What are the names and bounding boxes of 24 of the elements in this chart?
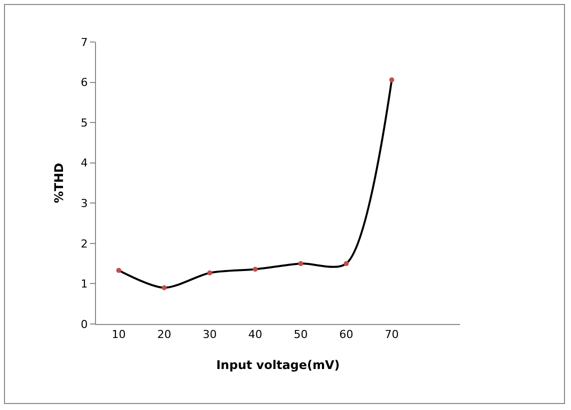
y-tick-label: 1 xyxy=(80,278,88,291)
x-tick-label: 30 xyxy=(202,328,217,342)
point xyxy=(162,285,167,290)
y-tick-label: 4 xyxy=(80,156,88,170)
y-tick-label: 7 xyxy=(80,36,88,49)
y-tick-label: 5 xyxy=(80,116,88,130)
point xyxy=(252,266,258,272)
y-tick-label: 6 xyxy=(80,76,88,90)
y-tick-label: 2 xyxy=(80,237,88,250)
point xyxy=(344,261,349,266)
x-tick-label: 10 xyxy=(112,328,126,342)
x-axis-title: Input voltage(mV) xyxy=(216,358,340,372)
y-tick-label: 0 xyxy=(80,318,88,331)
point xyxy=(298,261,304,266)
y-axis-title: %THD xyxy=(52,162,66,204)
y-tick-label: 3 xyxy=(80,196,88,210)
x-tick-label: 50 xyxy=(294,328,308,342)
x-tick-label: 60 xyxy=(339,328,354,342)
x-tick-label: 70 xyxy=(384,328,399,342)
point xyxy=(207,270,212,276)
point xyxy=(116,268,122,273)
x-tick-label: 20 xyxy=(157,328,172,342)
x-tick-label: 40 xyxy=(248,328,262,342)
point xyxy=(389,77,394,82)
